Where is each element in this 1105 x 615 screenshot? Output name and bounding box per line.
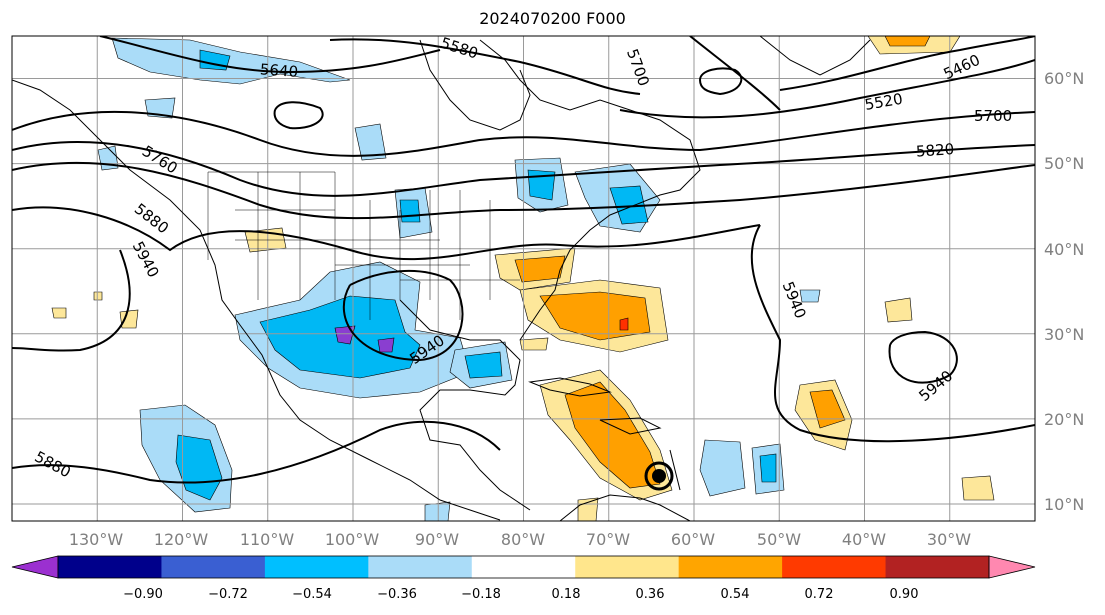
fill-region: [378, 338, 394, 352]
colorbar-tick-label: 0.36: [636, 587, 665, 602]
colorbar-extension-max: [989, 556, 1035, 578]
lon-label: 60°W: [671, 530, 715, 549]
latitude-labels: 60°N 50°N 40°N 30°N 20°N 10°N: [1044, 69, 1084, 514]
fill-region: [578, 498, 598, 521]
fill-region: [98, 146, 118, 170]
lat-label: 50°N: [1044, 154, 1084, 173]
coastline-west: [12, 80, 500, 520]
colorbar-tick-label: −0.72: [208, 587, 248, 602]
contour-label: 5760: [139, 142, 181, 178]
colorbar-swatch: [886, 556, 990, 578]
fill-region: [400, 200, 420, 222]
lat-label: 60°N: [1044, 69, 1084, 88]
colorbar-swatch: [58, 556, 162, 578]
colorbar-extension-min: [12, 556, 58, 578]
fill-region: [700, 440, 745, 496]
colorbar-swatch: [472, 556, 576, 578]
lat-label: 10°N: [1044, 495, 1084, 514]
contour-label: 5880: [131, 200, 172, 238]
contour-label: 5580: [438, 34, 480, 63]
colorbar-swatch: [161, 556, 265, 578]
fill-region: [760, 454, 776, 482]
lon-label: 70°W: [586, 530, 630, 549]
coastlines: [12, 36, 870, 521]
colorbar-swatch: [368, 556, 472, 578]
contour-label: 5700: [623, 46, 653, 88]
colorbar: [12, 556, 1035, 578]
longitude-labels: 130°W 120°W 110°W 100°W 90°W 80°W 70°W 6…: [69, 530, 971, 549]
colorbar-swatch: [679, 556, 783, 578]
lon-label: 110°W: [240, 530, 295, 549]
fill-region: [962, 476, 994, 500]
colorbar-tick-label: −0.90: [123, 587, 163, 602]
contour-nw-closed: [275, 102, 323, 128]
lon-label: 90°W: [415, 530, 459, 549]
colorbar-tick-label: 0.54: [721, 587, 750, 602]
colorbar-tick-label: −0.36: [377, 587, 417, 602]
contour-5940-b: [752, 225, 1035, 441]
contour-label: 5940: [129, 238, 163, 280]
lon-label: 30°W: [927, 530, 971, 549]
fill-region: [885, 298, 912, 322]
fill-region: [620, 318, 628, 330]
contour-label: 5880: [32, 448, 74, 482]
fill-region: [520, 338, 548, 350]
contour-label: 5700: [974, 107, 1012, 125]
colorbar-tick-label: −0.18: [461, 587, 501, 602]
colorbar-tick-label: 0.90: [890, 587, 919, 602]
contour-5580: [330, 39, 640, 94]
fill-region: [528, 170, 555, 200]
fill-region: [885, 36, 930, 46]
fill-region: [52, 308, 66, 318]
colorbar-tick-label: −0.54: [292, 587, 332, 602]
lon-label: 80°W: [501, 530, 545, 549]
fill-region: [465, 352, 502, 378]
contour-label: 5820: [915, 140, 954, 161]
map-area: 5640 5580 5700 5460 5520 5700 5820 5760 …: [12, 34, 1035, 521]
lon-label: 50°W: [757, 530, 801, 549]
contour-label: 5520: [863, 90, 904, 114]
fill-region: [94, 292, 102, 300]
colorbar-tick-label: 0.72: [805, 587, 834, 602]
lat-label: 20°N: [1044, 410, 1084, 429]
contour-label: 5640: [259, 60, 298, 81]
lon-label: 130°W: [69, 530, 124, 549]
colorbar-swatch: [265, 556, 369, 578]
lon-label: 120°W: [154, 530, 209, 549]
fill-region: [112, 38, 350, 84]
colorbar-tick-label: 0.18: [552, 587, 581, 602]
lat-label: 40°N: [1044, 240, 1084, 259]
fill-region: [425, 502, 450, 521]
contour-5940-a: [12, 250, 130, 351]
lon-label: 40°W: [842, 530, 886, 549]
lat-label: 30°N: [1044, 325, 1084, 344]
colorbar-swatch: [782, 556, 886, 578]
coastline-greenland: [760, 36, 870, 75]
colorbar-swatch: [575, 556, 679, 578]
colorbar-tick-labels: −0.90 −0.72 −0.54 −0.36 −0.18 0.18 0.36 …: [123, 587, 918, 602]
fill-region: [120, 310, 138, 328]
lon-label: 100°W: [325, 530, 380, 549]
